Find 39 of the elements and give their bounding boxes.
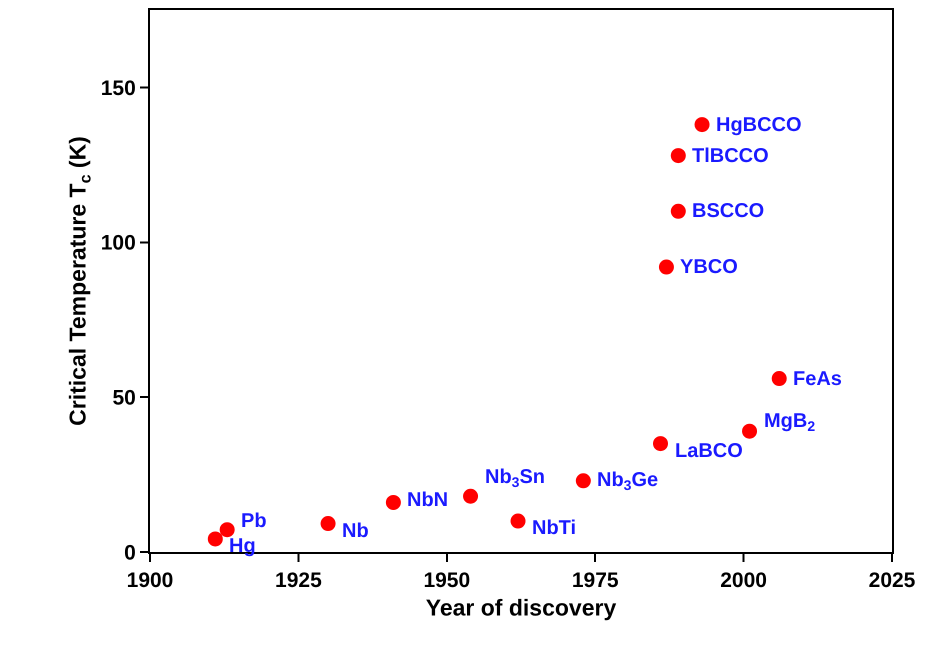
point xyxy=(208,531,223,546)
annotation: Nb$_{3}$Sn xyxy=(485,466,546,490)
annotation: LaBCO xyxy=(675,440,743,462)
annotation: Nb$_{3}$Ge xyxy=(597,469,658,494)
annotation: HgBCCO xyxy=(716,114,802,136)
x-tick-label: 1900 xyxy=(126,569,174,592)
point xyxy=(694,117,710,132)
y-tick-label: 150 xyxy=(100,76,136,100)
x-tick-label: 2000 xyxy=(720,569,767,592)
x-tick-label: 2025 xyxy=(868,569,916,592)
point xyxy=(670,148,686,164)
point xyxy=(670,204,686,219)
point xyxy=(320,516,336,532)
annotation: NbN xyxy=(407,489,448,511)
annotation: BSCCO xyxy=(692,200,764,222)
point xyxy=(658,260,674,275)
point xyxy=(742,424,758,439)
x-tick-label: 1950 xyxy=(423,569,470,592)
annotation: TlBCCO xyxy=(692,145,769,167)
x-tick-label: 1975 xyxy=(572,569,619,592)
x-axis-title: Year of discovery xyxy=(426,594,616,620)
annotation: MgB$_{2}$ xyxy=(764,410,816,434)
y-tick-label: 100 xyxy=(100,232,136,255)
annotation: FeAs xyxy=(793,368,842,390)
annotation: Hg xyxy=(229,535,256,557)
point xyxy=(772,371,787,386)
point xyxy=(463,488,478,504)
point xyxy=(576,473,591,488)
x-tick-label: 1925 xyxy=(275,569,322,592)
y-tick-label: 0 xyxy=(124,541,136,564)
point xyxy=(510,514,526,529)
annotation: NbTi xyxy=(532,517,576,539)
point xyxy=(653,436,668,452)
y-tick-label: 50 xyxy=(112,386,136,410)
annotation: Nb xyxy=(342,520,369,542)
point xyxy=(386,494,401,510)
annotation: YBCO xyxy=(680,256,738,278)
annotation: Pb xyxy=(241,510,267,532)
point xyxy=(220,522,235,538)
